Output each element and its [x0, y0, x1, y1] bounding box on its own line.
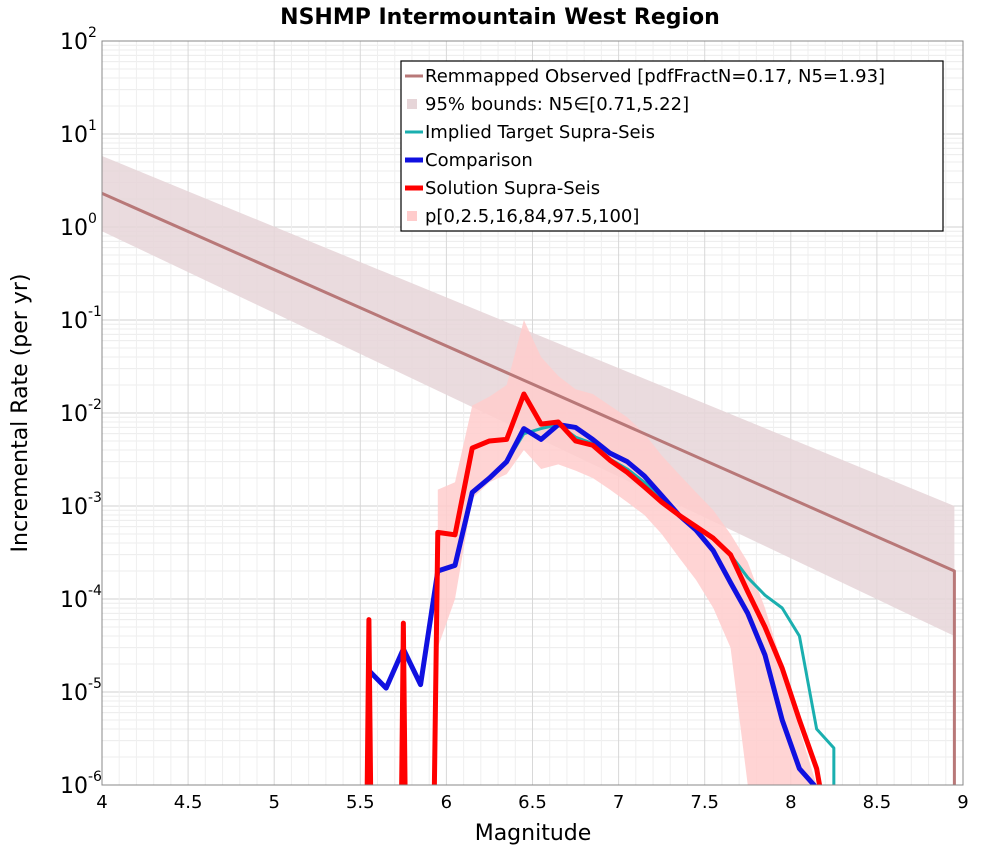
x-tick-label: 5.5 [346, 792, 375, 813]
y-tick-label: 10-6 [60, 769, 102, 799]
legend-label: Solution Supra-Seis [425, 178, 600, 199]
legend-label: 95% bounds: N5∈[0.71,5.22] [425, 94, 689, 115]
y-tick-label: 101 [60, 118, 97, 148]
y-tick-labels: 102 101 100 10-1 10-2 10-3 10-4 10-5 10-6 [60, 25, 102, 799]
legend-swatch [407, 99, 417, 109]
x-tick-label: 7.5 [690, 792, 719, 813]
x-tick-label: 4.5 [174, 792, 203, 813]
legend: Remmapped Observed [pdfFractN=0.17, N5=1… [400, 60, 944, 232]
series-lines [102, 191, 956, 785]
x-tick-labels: 4 4.5 5 5.5 6 6.5 7 7.5 8 8.5 9 [96, 792, 968, 813]
legend-label: Remmapped Observed [pdfFractN=0.17, N5=1… [425, 66, 885, 87]
y-tick-label: 10-2 [60, 397, 102, 427]
legend-label: p[0,2.5,16,84,97.5,100] [425, 206, 639, 227]
x-tick-label: 6 [441, 792, 452, 813]
x-axis-label: Magnitude [475, 821, 592, 846]
y-axis-label: Incremental Rate (per yr) [8, 274, 33, 553]
legend-swatch [407, 211, 417, 221]
y-tick-label: 10-1 [60, 304, 102, 334]
x-tick-label: 4 [96, 792, 107, 813]
x-tick-label: 7 [613, 792, 624, 813]
legend-box [400, 60, 944, 232]
legend-label: Implied Target Supra-Seis [425, 122, 655, 143]
x-tick-label: 9 [957, 792, 968, 813]
x-tick-label: 8.5 [863, 792, 892, 813]
y-tick-label: 10-3 [60, 490, 102, 520]
x-tick-label: 8 [785, 792, 796, 813]
x-tick-label: 6.5 [518, 792, 547, 813]
y-tick-label: 10-4 [60, 583, 102, 613]
plot-frame [101, 40, 964, 786]
x-tick-label: 5 [268, 792, 279, 813]
y-tick-label: 102 [60, 25, 97, 55]
y-tick-label: 100 [60, 211, 97, 241]
legend-label: Comparison [425, 150, 533, 171]
chart-title: NSHMP Intermountain West Region [280, 5, 720, 30]
y-tick-label: 10-5 [60, 676, 102, 706]
